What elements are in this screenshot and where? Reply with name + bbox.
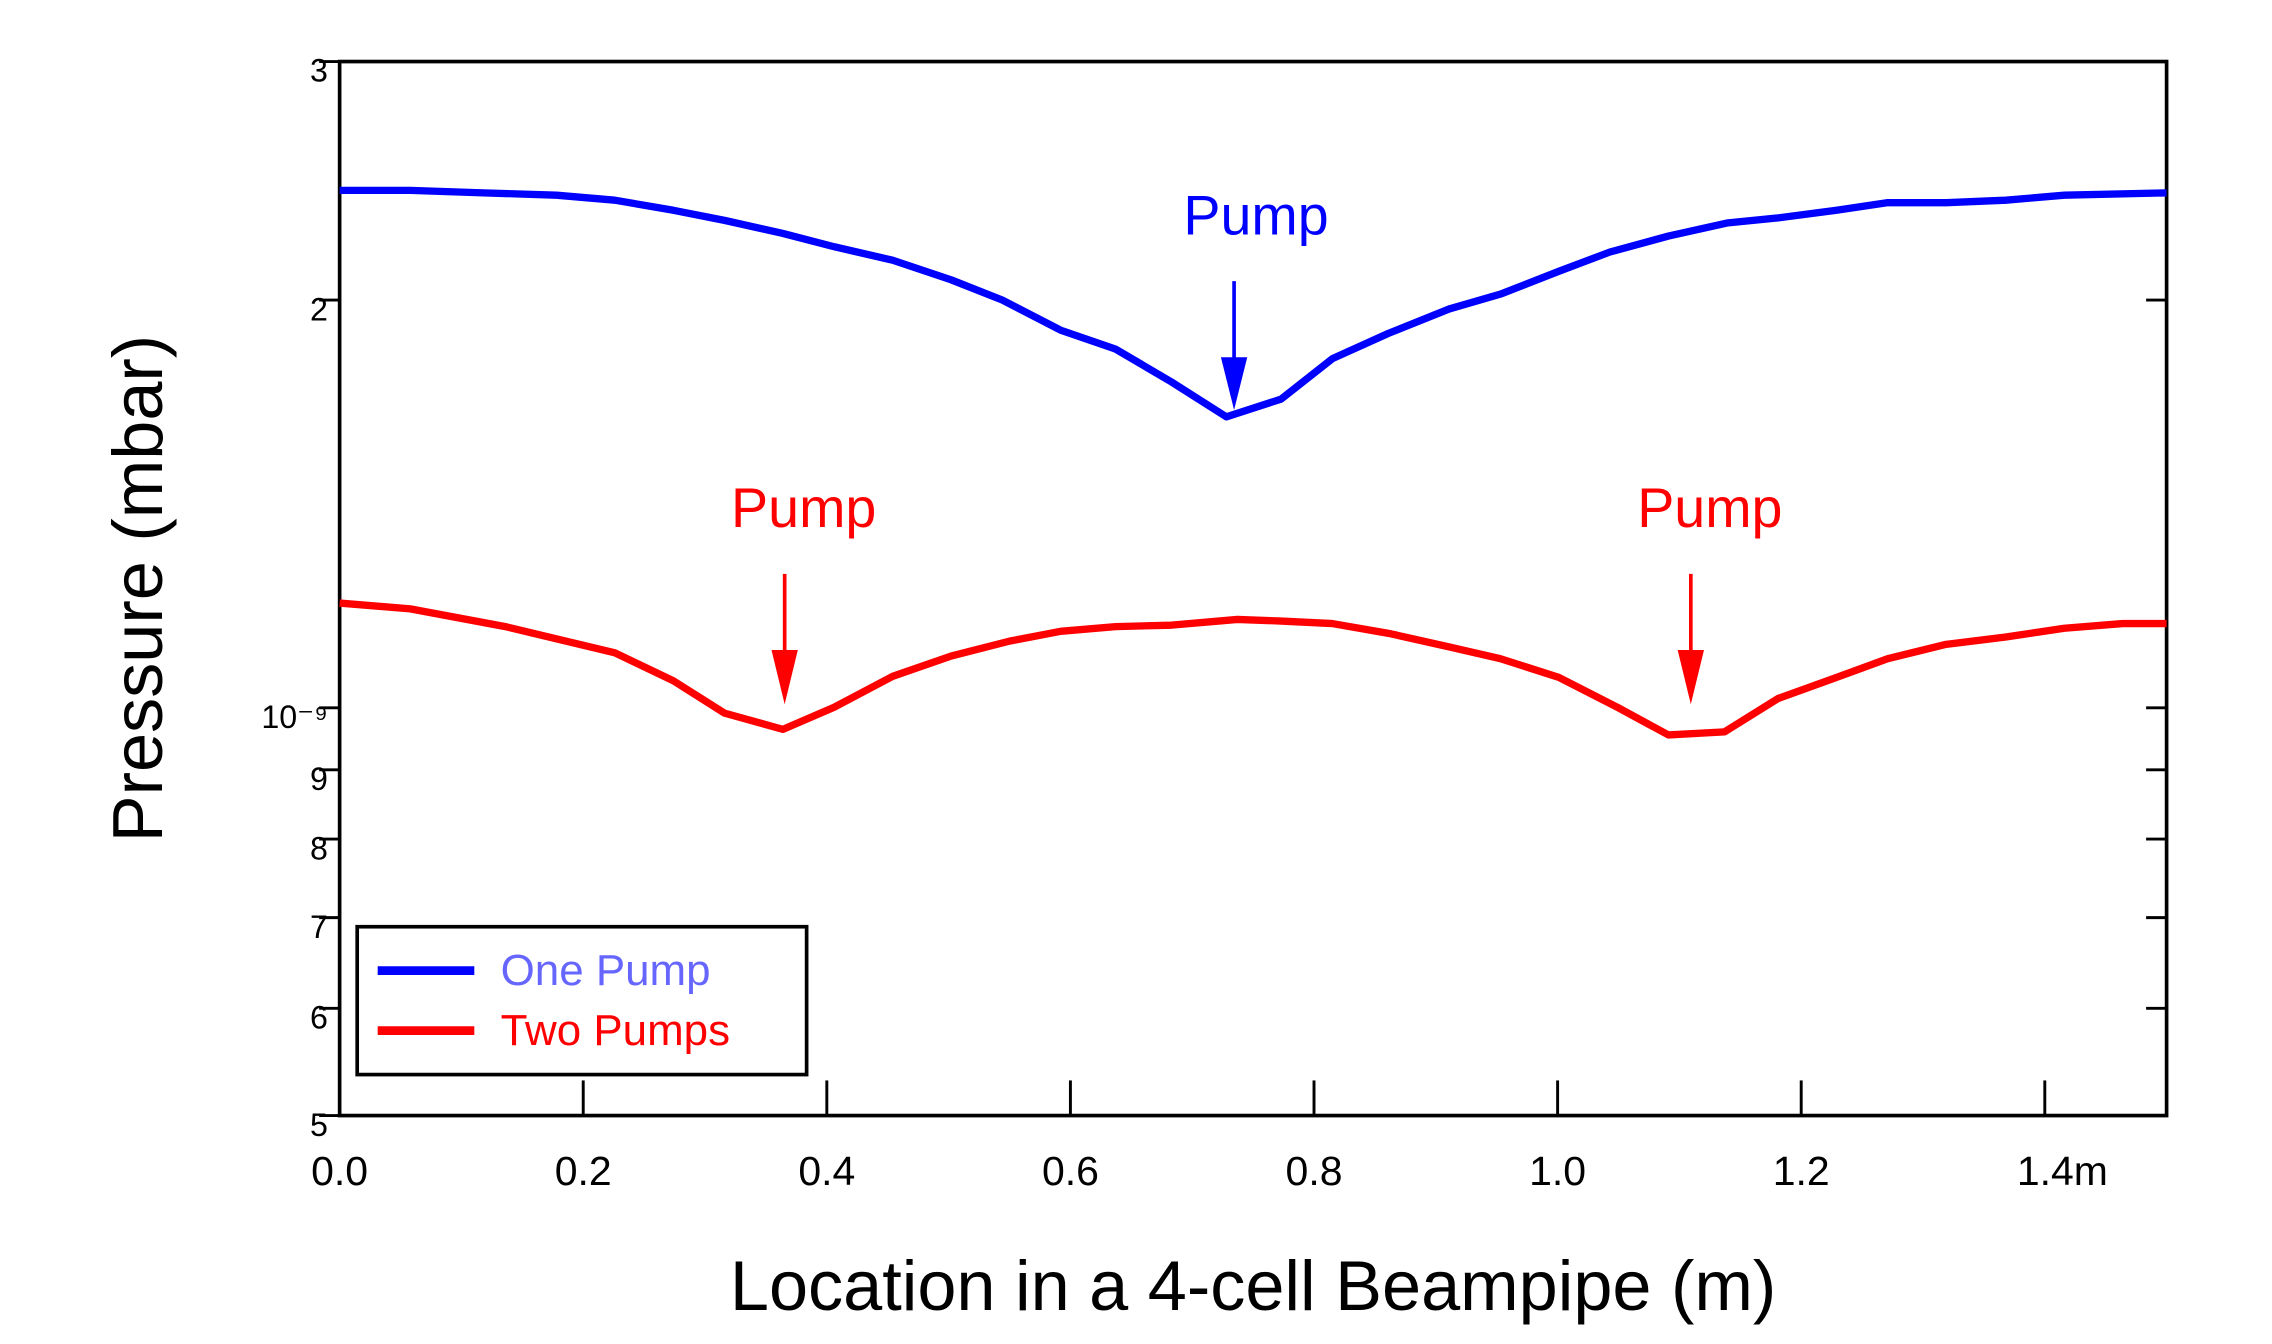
y-tick-label: 8: [310, 830, 328, 866]
y-tick-label: 9: [310, 761, 328, 797]
y-tick-label: 7: [310, 909, 328, 945]
annotation: Pump: [731, 477, 876, 539]
y-tick-label: 10⁻⁹: [261, 699, 328, 735]
x-tick-label: 1.4m: [2017, 1148, 2108, 1194]
plot-frame: [337, 59, 2169, 1118]
legend-label: Two Pumps: [501, 1006, 730, 1055]
annotation: Pump: [1183, 184, 1328, 246]
legend-label: One Pump: [501, 946, 711, 995]
x-tick-label: 1.0: [1529, 1148, 1586, 1194]
legend-box: [355, 924, 809, 1077]
x-axis-label: Location in a 4-cell Beampipe (m): [730, 1246, 1776, 1325]
series-line: [339, 599, 2167, 739]
annotation: Pump: [1637, 477, 1782, 539]
y-axis-label: Pressure (mbar): [98, 335, 177, 842]
series-line: [339, 186, 2167, 421]
y-tick-label: 2: [310, 291, 328, 327]
x-tick-label: 0.6: [1042, 1148, 1099, 1194]
y-tick-label: 5: [310, 1107, 328, 1143]
x-tick-label: 0.4: [798, 1148, 855, 1194]
y-tick-label: 3: [310, 53, 328, 89]
x-tick-label: 0.0: [311, 1148, 368, 1194]
y-tick-label: 6: [310, 1000, 328, 1036]
x-tick-label: 1.2: [1773, 1148, 1830, 1194]
x-tick-label: 0.8: [1286, 1148, 1343, 1194]
arrow: [771, 573, 798, 705]
x-tick-label: 0.2: [555, 1148, 612, 1194]
arrow: [1220, 281, 1248, 410]
arrow: [1677, 573, 1704, 705]
